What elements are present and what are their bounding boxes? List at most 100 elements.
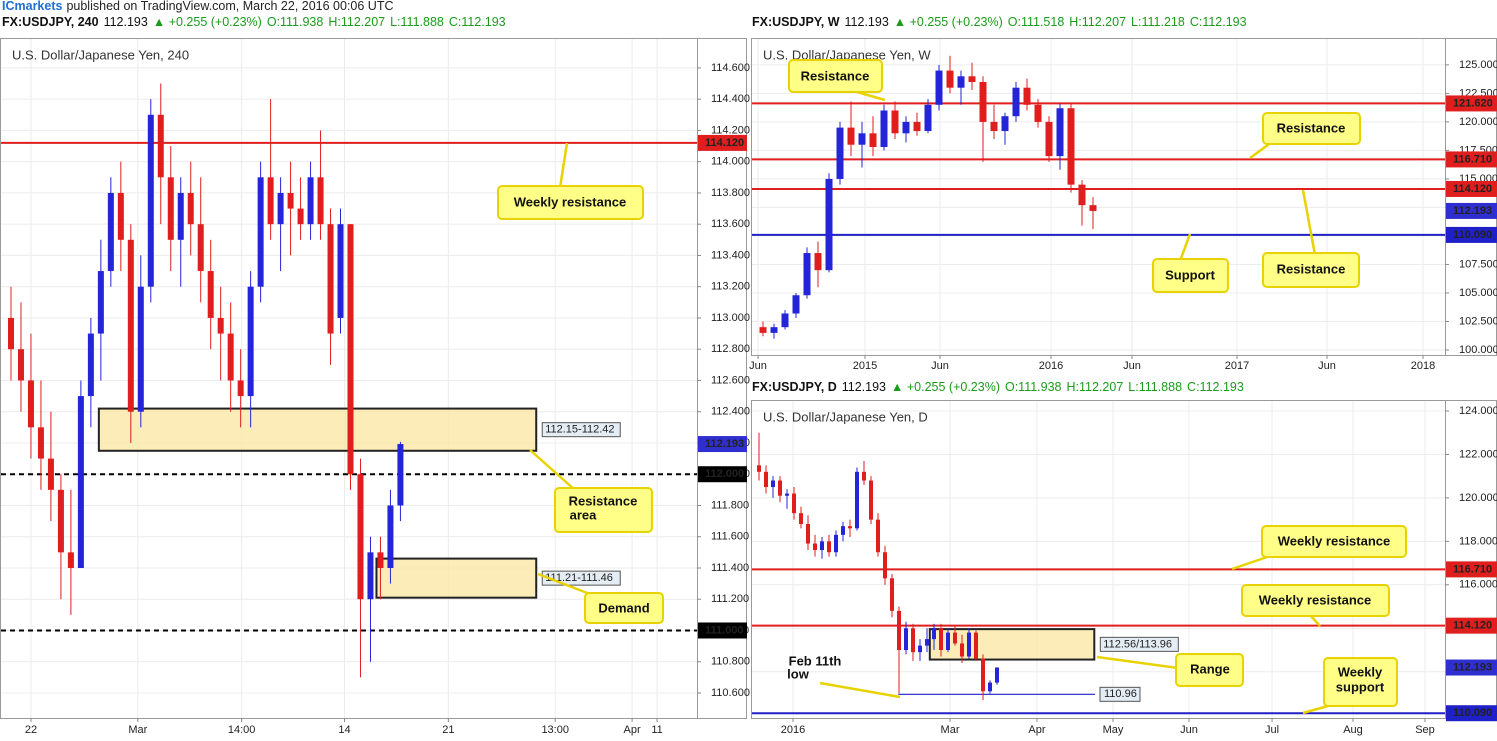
zone-label: 112.15-112.42 (545, 424, 614, 436)
candle-body (946, 632, 950, 650)
callout-pointer (1231, 554, 1271, 571)
x-tick-label: Jun (1318, 360, 1336, 372)
candle-body (939, 628, 943, 650)
callout-box (788, 59, 883, 93)
callout-text: Demand (598, 600, 649, 615)
callout: Support (1152, 233, 1229, 293)
ticker-open: O:111.938 (267, 15, 324, 29)
candle-body (227, 333, 234, 381)
candle-body (862, 471, 866, 481)
chart-title: U.S. Dollar/Japanese Yen, W (763, 47, 931, 62)
chart-title: U.S. Dollar/Japanese Yen, D (763, 409, 928, 424)
callout-box (584, 592, 664, 624)
callout-text: Range (1190, 661, 1230, 676)
level-tag-label: 110.090 (1453, 707, 1492, 719)
callout-box (1152, 258, 1229, 293)
candle-body (880, 110, 888, 147)
candle-body (1034, 104, 1042, 122)
level-tag (698, 622, 747, 639)
candle-body (27, 380, 34, 428)
level-tag (1446, 95, 1497, 112)
callout-text: Resistance (1277, 261, 1346, 276)
x-tick-label: Jun (749, 360, 767, 372)
x-tick-label: 22 (25, 724, 37, 736)
ticker-close: C:112.193 (1187, 380, 1244, 394)
y-tick-label: 113.800 (711, 187, 750, 199)
candle-body (932, 628, 936, 640)
y-tick-label: 113.400 (711, 249, 750, 261)
x-tick-label: 11 (651, 724, 662, 736)
last-price-label: 112.193 (1453, 205, 1492, 217)
ticker-low: L:111.888 (390, 15, 444, 29)
candle-body (297, 208, 304, 225)
y-tick-label: 116.000 (1459, 579, 1497, 591)
x-tick-label: 2018 (1411, 360, 1435, 372)
ticker-change: ▲ +0.255 (+0.23%) (894, 15, 1003, 29)
candle-body (167, 177, 174, 240)
y-tick-label: 112.400 (711, 406, 750, 418)
candle-body (367, 552, 374, 600)
candle-body (77, 396, 84, 568)
candle-body (813, 543, 817, 551)
candle-body (37, 427, 44, 459)
ticker-price: 112.193 (845, 15, 889, 29)
ticker-high: H:112.207 (1067, 380, 1124, 394)
candle-body (127, 239, 134, 412)
ticker-line: FX:USDJPY, 240 112.193 ▲ +0.255 (+0.23%) O:… (2, 15, 506, 29)
zone (928, 628, 1096, 661)
candle-body (1089, 205, 1097, 211)
candle-body (968, 76, 976, 82)
ticker-symbol: FX:USDJPY, W (752, 15, 840, 29)
callout: Weekly resistance (1241, 584, 1390, 627)
candle-body (387, 505, 394, 568)
y-tick-label: 111.200 (711, 593, 749, 605)
last-price-tag (698, 436, 747, 453)
zone-label-box (541, 570, 621, 586)
ticker-change: ▲ +0.255 (+0.23%) (153, 15, 262, 29)
ticker-high: H:112.207 (1069, 15, 1126, 29)
candle-body (757, 465, 761, 472)
level-tag-label: 110.090 (1453, 229, 1492, 241)
callout: Resistance (1262, 189, 1360, 288)
candle-body (979, 81, 987, 122)
x-tick-label: Jun (931, 360, 949, 372)
candle-body (946, 70, 954, 88)
candle-body (357, 474, 364, 600)
y-tick-label: 113.200 (711, 281, 750, 293)
y-tick-label: 111.800 (711, 499, 749, 511)
level-tag-label: 114.120 (1453, 620, 1492, 632)
candle-body (799, 513, 803, 524)
candle-body (858, 133, 866, 145)
x-tick-label: Mar (941, 724, 960, 736)
candle-body (327, 224, 334, 334)
y-tick-label: 102.500 (1459, 315, 1497, 327)
candle-body (890, 578, 894, 611)
ticker-line: FX:USDJPY, W 112.193 ▲ +0.255 (+0.23%) O:11… (752, 15, 1247, 29)
last-price-label: 112.193 (1453, 661, 1492, 673)
x-tick-label: Mar (128, 724, 147, 736)
ticker-open: O:111.518 (1008, 15, 1065, 29)
candle-body (897, 610, 901, 650)
candle-body (117, 192, 124, 240)
level-tag (698, 134, 747, 151)
ticker-price: 112.193 (104, 15, 148, 29)
y-tick-label: 105.000 (1459, 287, 1497, 299)
last-price-tag (1446, 659, 1497, 676)
candle-body (1078, 184, 1086, 206)
candle-body (137, 286, 144, 412)
level-tag-label: 121.620 (1453, 97, 1493, 109)
candle-body (834, 534, 838, 553)
candle-body (869, 133, 877, 147)
callout: Weekly support (1302, 657, 1398, 715)
candle-body (247, 286, 254, 397)
callout-box (1175, 653, 1244, 687)
callout-pointer (1178, 233, 1192, 262)
candle-body (953, 632, 957, 644)
ticker-low: L:111.218 (1131, 15, 1185, 29)
callout-text: Weekly resistance (514, 194, 627, 209)
last-price-tag (1446, 202, 1497, 219)
candle-body (277, 192, 284, 225)
ticker-open: O:111.938 (1005, 380, 1062, 394)
segment-label-box (1099, 686, 1141, 702)
